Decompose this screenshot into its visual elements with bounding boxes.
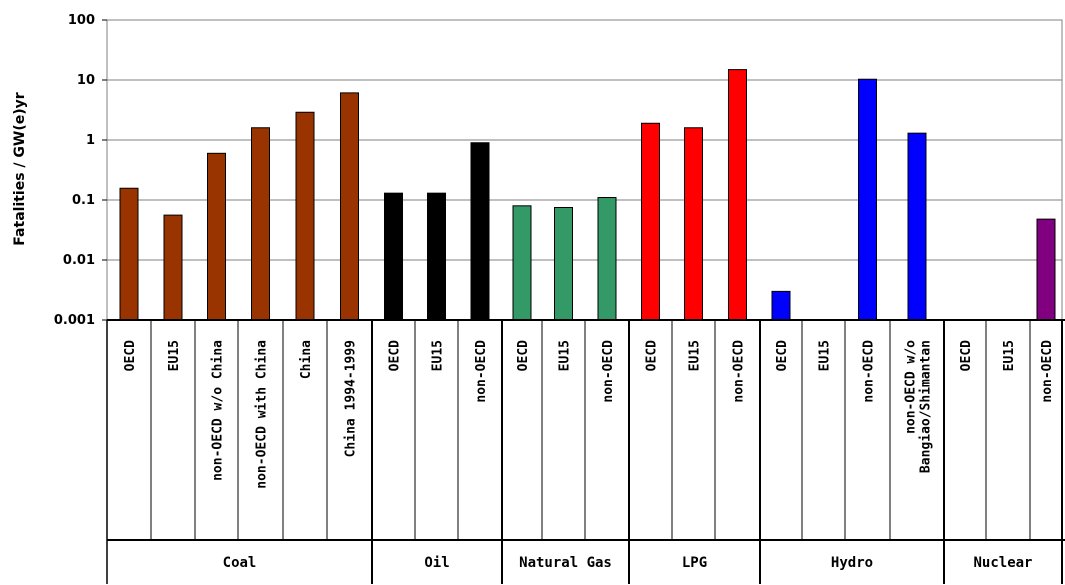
- bars: [119, 69, 1056, 321]
- category-label: OECD: [645, 340, 660, 371]
- category-label: EU15: [1002, 340, 1017, 371]
- bar-coal-1: [163, 214, 183, 321]
- category-label: non-OECD: [1040, 340, 1055, 403]
- bar-oil-2: [470, 142, 490, 321]
- bar-oil-1: [427, 192, 446, 321]
- category-label: non-OECD: [862, 340, 877, 403]
- category-label: OECD: [775, 340, 790, 371]
- y-tick-label: 1: [86, 133, 95, 148]
- category-label: EU15: [818, 340, 833, 371]
- bar-lpg-0: [641, 122, 660, 321]
- bar-natural-gas-2: [597, 197, 617, 321]
- category-label: OECD: [388, 340, 403, 371]
- category-label: non-OECD with China: [255, 340, 270, 489]
- category-label: non-OECD w/o: [904, 340, 919, 434]
- bar-natural-gas-1: [554, 206, 573, 321]
- bar-natural-gas-0: [512, 205, 532, 321]
- group-label: Coal: [223, 555, 257, 571]
- category-label: non-OECD: [601, 340, 616, 403]
- category-table: OECD EU15 non-OECD w/o China non-OECD with …: [106, 319, 1065, 584]
- bar-lpg-2: [728, 69, 747, 321]
- group-label: Nuclear: [973, 555, 1032, 571]
- category-label: China 1994-1999: [344, 340, 359, 457]
- bar-coal-2: [207, 152, 226, 321]
- bar-oil-0: [384, 192, 403, 321]
- category-label: OECD: [123, 340, 138, 371]
- y-tick-labels: 100 10 1 0.1 0.01 0.001: [54, 13, 95, 328]
- group-label: Hydro: [831, 555, 873, 571]
- category-label: EU15: [688, 340, 703, 371]
- bar-coal-4: [295, 111, 315, 321]
- category-label: non-OECD w/o China: [211, 340, 226, 481]
- bar-lpg-1: [684, 127, 703, 321]
- category-label: OECD: [516, 340, 531, 371]
- y-tick-label: 10: [77, 73, 95, 88]
- category-label: Bangiao/Shimantan: [919, 340, 934, 473]
- category-label: EU15: [167, 340, 182, 371]
- y-tick-label: 0.01: [63, 253, 95, 268]
- y-axis-title: Fatalities / GW(e)yr: [12, 92, 28, 245]
- bar-nuclear-2: [1036, 218, 1056, 321]
- bar-hydro-0: [771, 290, 791, 321]
- bar-hydro-2: [858, 78, 877, 321]
- bar-coal-3: [251, 127, 270, 321]
- y-tick-label: 0.001: [54, 313, 95, 328]
- category-label: EU15: [558, 340, 573, 371]
- y-tick-label: 0.1: [72, 193, 95, 208]
- category-label: non-OECD: [474, 340, 489, 403]
- group-label: Oil: [424, 555, 449, 571]
- category-label: EU15: [431, 340, 446, 371]
- group-label: Natural Gas: [519, 555, 612, 571]
- group-label: LPG: [682, 555, 707, 571]
- category-label: China: [299, 340, 314, 379]
- category-label: non-OECD: [732, 340, 747, 403]
- bar-hydro-3: [907, 132, 927, 321]
- bar-coal-5: [340, 92, 359, 321]
- category-label: OECD: [959, 340, 974, 371]
- bar-coal-0: [119, 187, 139, 321]
- y-tick-label: 100: [68, 13, 95, 28]
